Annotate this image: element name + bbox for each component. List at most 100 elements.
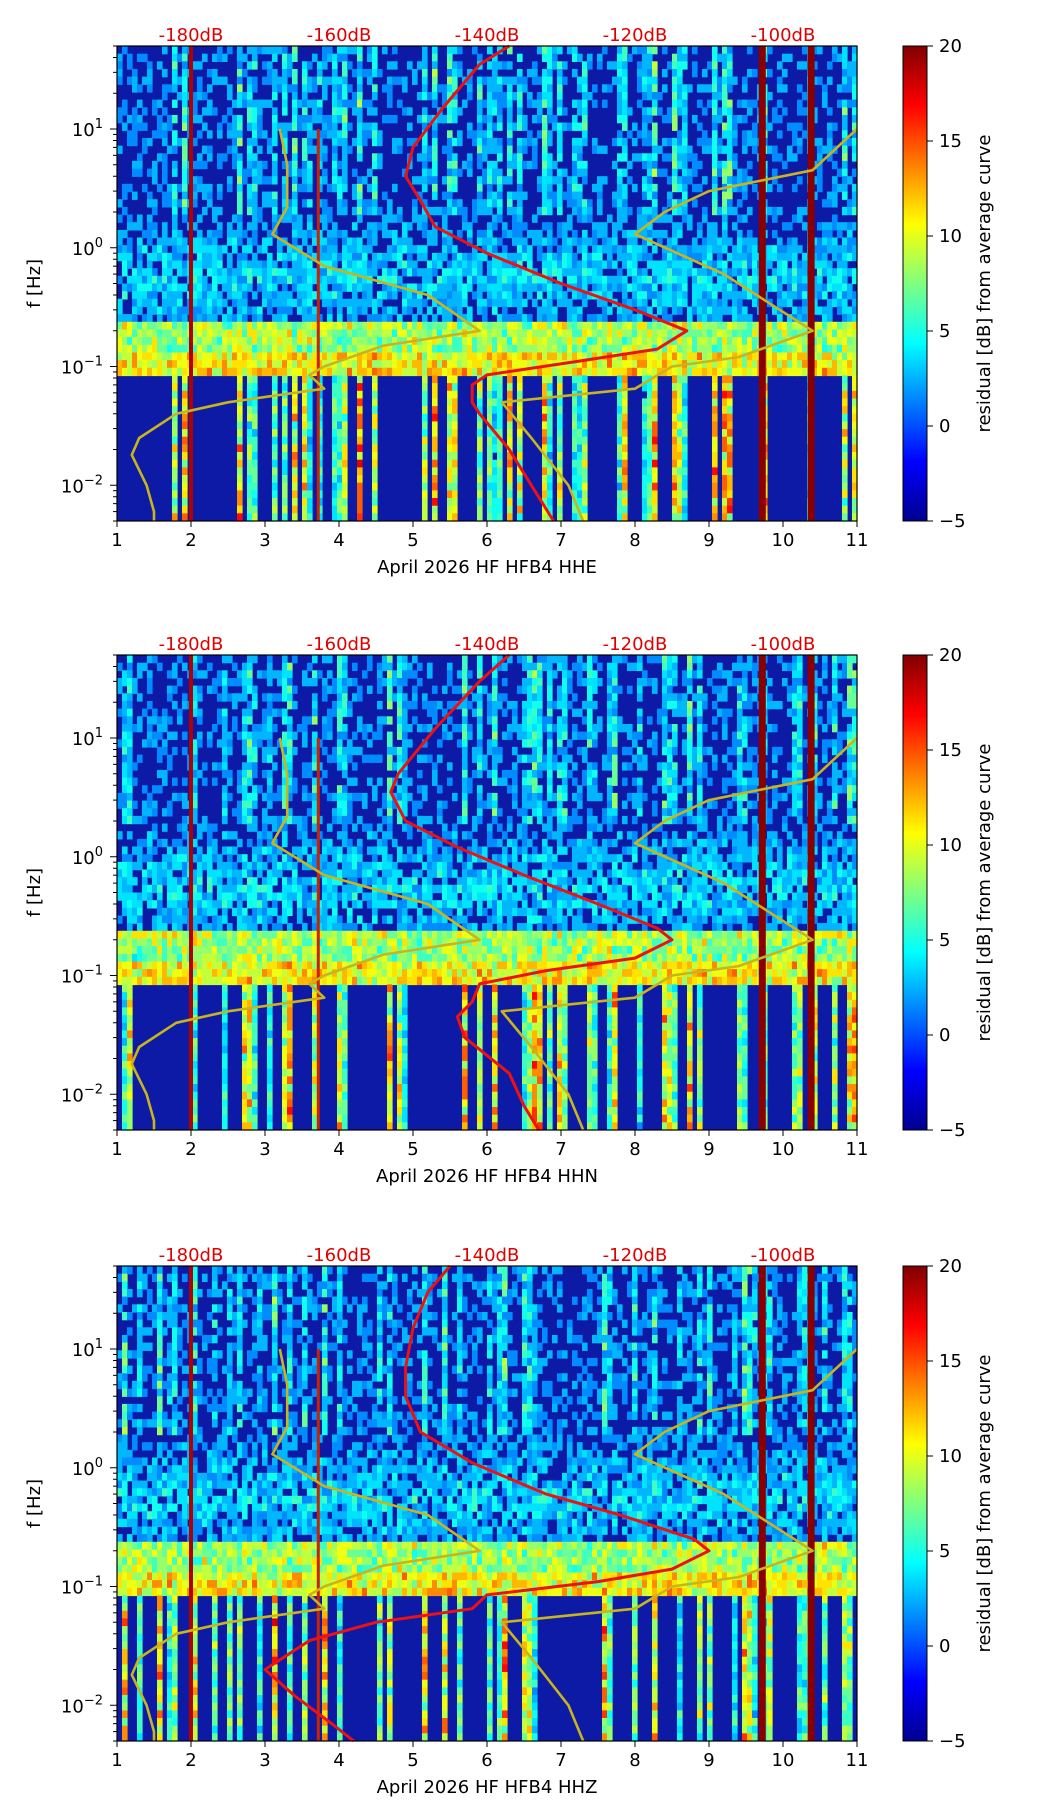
nhnm-line bbox=[500, 737, 858, 1131]
colorbar-tick-label: 0 bbox=[939, 1025, 950, 1046]
colorbar-gradient bbox=[902, 654, 928, 1131]
colorbar-tick-label: 15 bbox=[939, 1351, 962, 1372]
x-tick-label: 2 bbox=[185, 530, 196, 551]
colorbar-tick-label: 15 bbox=[939, 740, 962, 761]
db-scale-label: -100dB bbox=[751, 634, 816, 655]
db-scale-label: -100dB bbox=[751, 25, 816, 46]
x-tick-label: 1 bbox=[111, 1139, 122, 1160]
x-tick-label: 1 bbox=[111, 530, 122, 551]
colorbar-tick-label: 10 bbox=[939, 226, 962, 247]
y-tick-label: 101 bbox=[72, 726, 103, 750]
y-tick-label: 100 bbox=[72, 1456, 103, 1480]
colorbar-tick-label: 0 bbox=[939, 416, 950, 437]
db-scale-label: -100dB bbox=[751, 1245, 816, 1266]
x-tick-label: 6 bbox=[481, 530, 492, 551]
spectrogram-image bbox=[117, 46, 858, 522]
y-tick-label: 10−2 bbox=[61, 1693, 103, 1717]
db-scale-label: -180dB bbox=[159, 1245, 224, 1266]
colorbar-tick-label: 5 bbox=[939, 321, 950, 342]
x-tick-label: 4 bbox=[333, 1750, 344, 1771]
db-scale-label: -140dB bbox=[455, 1245, 520, 1266]
colorbar-tick-label: 20 bbox=[939, 645, 962, 666]
colorbar-label: residual [dB] from average curve bbox=[974, 1354, 995, 1652]
colorbar-label: residual [dB] from average curve bbox=[974, 134, 995, 432]
x-tick-label: 8 bbox=[629, 1139, 640, 1160]
x-tick-label: 4 bbox=[333, 530, 344, 551]
x-tick-label: 5 bbox=[407, 1750, 418, 1771]
db-scale-label: -120dB bbox=[603, 1245, 668, 1266]
x-tick-label: 3 bbox=[259, 1139, 270, 1160]
colorbar-tick-label: −5 bbox=[939, 1731, 966, 1752]
x-tick-label: 4 bbox=[333, 1139, 344, 1160]
colorbar-label: residual [dB] from average curve bbox=[974, 743, 995, 1041]
chart-panel-hhe: 1 2 3 4 5 6 7 8 9 10 11 10−2 10−1 10 0 101 April 2026 HF… bbox=[24, 25, 995, 578]
x-tick-label: 7 bbox=[555, 530, 566, 551]
median-psd-line bbox=[389, 653, 674, 1131]
db-scale-label: -120dB bbox=[603, 634, 668, 655]
db-scale-label: -180dB bbox=[159, 634, 224, 655]
y-axis-label: f [Hz] bbox=[24, 1479, 45, 1528]
nhnm-line bbox=[500, 1348, 858, 1742]
x-tick-label: 10 bbox=[772, 1139, 795, 1160]
y-tick-label: 10−1 bbox=[61, 964, 103, 988]
colorbar-tick-label: 10 bbox=[939, 1446, 962, 1467]
x-tick-label: 6 bbox=[481, 1750, 492, 1771]
x-tick-label: 2 bbox=[185, 1139, 196, 1160]
x-tick-label: 7 bbox=[555, 1139, 566, 1160]
colorbar-gradient bbox=[902, 45, 928, 522]
colorbar-tick-label: 0 bbox=[939, 1636, 950, 1657]
y-tick-label: 10−2 bbox=[61, 1082, 103, 1106]
y-tick-label: 10−1 bbox=[61, 1575, 103, 1599]
y-tick-label: 100 bbox=[72, 845, 103, 869]
db-scale-label: -140dB bbox=[455, 25, 520, 46]
y-tick-label: 101 bbox=[72, 117, 103, 141]
x-tick-label: 11 bbox=[846, 530, 869, 551]
nlnm-line bbox=[130, 128, 481, 521]
median-psd-line bbox=[263, 1265, 711, 1743]
x-tick-label: 9 bbox=[703, 1139, 714, 1160]
x-tick-label: 5 bbox=[407, 530, 418, 551]
db-scale-label: -160dB bbox=[307, 25, 372, 46]
x-tick-label: 10 bbox=[772, 1750, 795, 1771]
db-scale-label: -140dB bbox=[455, 634, 520, 655]
y-tick-label: 101 bbox=[72, 1337, 103, 1361]
db-scale-label: -160dB bbox=[307, 634, 372, 655]
nlnm-line bbox=[130, 1348, 481, 1741]
x-tick-label: 10 bbox=[772, 530, 795, 551]
colorbar: −5 0 5 10 15 20 residual [dB] from average cur… bbox=[902, 645, 995, 1141]
nlnm-line bbox=[130, 737, 481, 1130]
x-tick-label: 3 bbox=[259, 1750, 270, 1771]
x-tick-label: 9 bbox=[703, 530, 714, 551]
median-psd-line bbox=[404, 44, 689, 522]
x-tick-label: 2 bbox=[185, 1750, 196, 1771]
x-tick-label: 7 bbox=[555, 1750, 566, 1771]
x-axis-label: April 2026 HF HFB4 HHN bbox=[376, 1166, 598, 1187]
colorbar: −5 0 5 10 15 20 residual [dB] from average cur… bbox=[902, 1256, 995, 1752]
colorbar-tick-label: 10 bbox=[939, 835, 962, 856]
x-tick-label: 8 bbox=[629, 530, 640, 551]
db-scale-label: -120dB bbox=[603, 25, 668, 46]
spectrogram-image bbox=[117, 1266, 858, 1742]
colorbar-tick-label: 5 bbox=[939, 1541, 950, 1562]
spectrogram-image bbox=[117, 655, 858, 1131]
x-tick-label: 8 bbox=[629, 1750, 640, 1771]
y-axis-label: f [Hz] bbox=[24, 868, 45, 917]
y-axis-label: f [Hz] bbox=[24, 259, 45, 308]
db-scale-label: -160dB bbox=[307, 1245, 372, 1266]
colorbar-tick-label: −5 bbox=[939, 1120, 966, 1141]
x-tick-label: 9 bbox=[703, 1750, 714, 1771]
colorbar-tick-label: 20 bbox=[939, 1256, 962, 1277]
x-tick-label: 11 bbox=[846, 1750, 869, 1771]
colorbar-tick-label: 15 bbox=[939, 131, 962, 152]
x-tick-label: 3 bbox=[259, 530, 270, 551]
y-tick-label: 10−1 bbox=[61, 355, 103, 379]
x-tick-label: 1 bbox=[111, 1750, 122, 1771]
nhnm-line bbox=[500, 128, 858, 522]
colorbar-tick-label: −5 bbox=[939, 511, 966, 532]
y-tick-label: 10−2 bbox=[61, 473, 103, 497]
x-tick-label: 6 bbox=[481, 1139, 492, 1160]
x-tick-label: 5 bbox=[407, 1139, 418, 1160]
x-axis-label: April 2026 HF HFB4 HHE bbox=[377, 557, 597, 578]
